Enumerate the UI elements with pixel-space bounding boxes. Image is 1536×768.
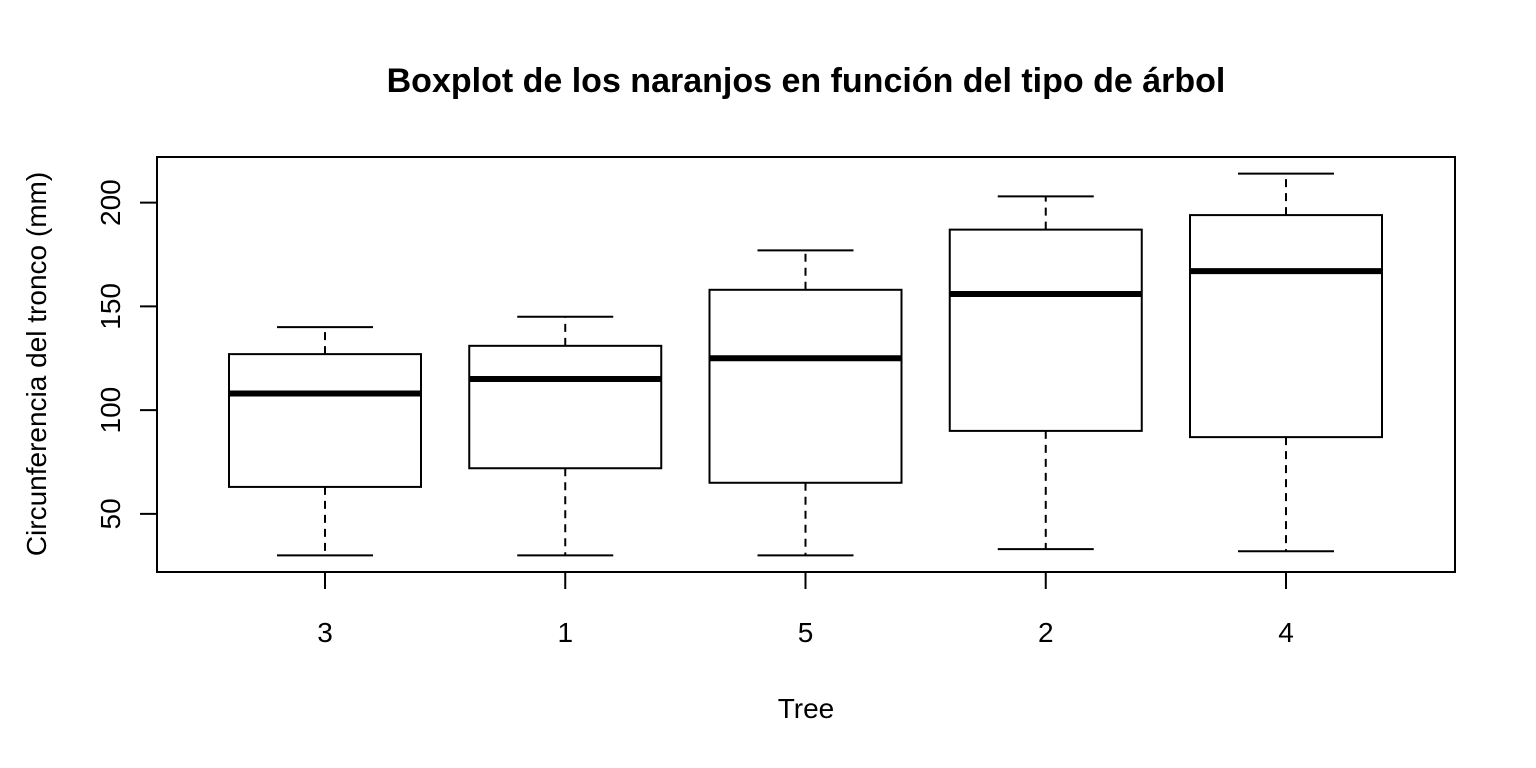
x-tick-label: 1 [557, 617, 573, 648]
y-tick-label: 200 [95, 179, 126, 226]
box-body [948, 228, 1143, 432]
x-tick-label: 4 [1278, 617, 1294, 648]
box-1 [468, 315, 663, 557]
box-body [708, 288, 903, 484]
box-3 [228, 326, 422, 557]
chart-title: Boxplot de los naranjos en función del t… [387, 62, 1226, 100]
y-tick-label: 100 [95, 387, 126, 434]
x-axis: 3 1 5 2 4 [317, 571, 1294, 648]
box-body [468, 344, 663, 470]
box-5 [708, 249, 903, 557]
box-series [228, 172, 1383, 557]
x-tick-label: 5 [798, 617, 814, 648]
x-tick-label: 2 [1038, 617, 1054, 648]
y-axis-label: Circunferencia del tronco (mm) [21, 172, 52, 556]
x-axis-label: Tree [778, 693, 835, 724]
box-2 [948, 195, 1143, 551]
y-tick-label: 50 [95, 498, 126, 529]
box-body [228, 353, 422, 488]
box-body [1189, 214, 1383, 439]
box-4 [1189, 172, 1383, 553]
x-tick-label: 3 [317, 617, 333, 648]
y-tick-label: 150 [95, 283, 126, 330]
y-axis: 50 100 150 200 [95, 179, 158, 529]
